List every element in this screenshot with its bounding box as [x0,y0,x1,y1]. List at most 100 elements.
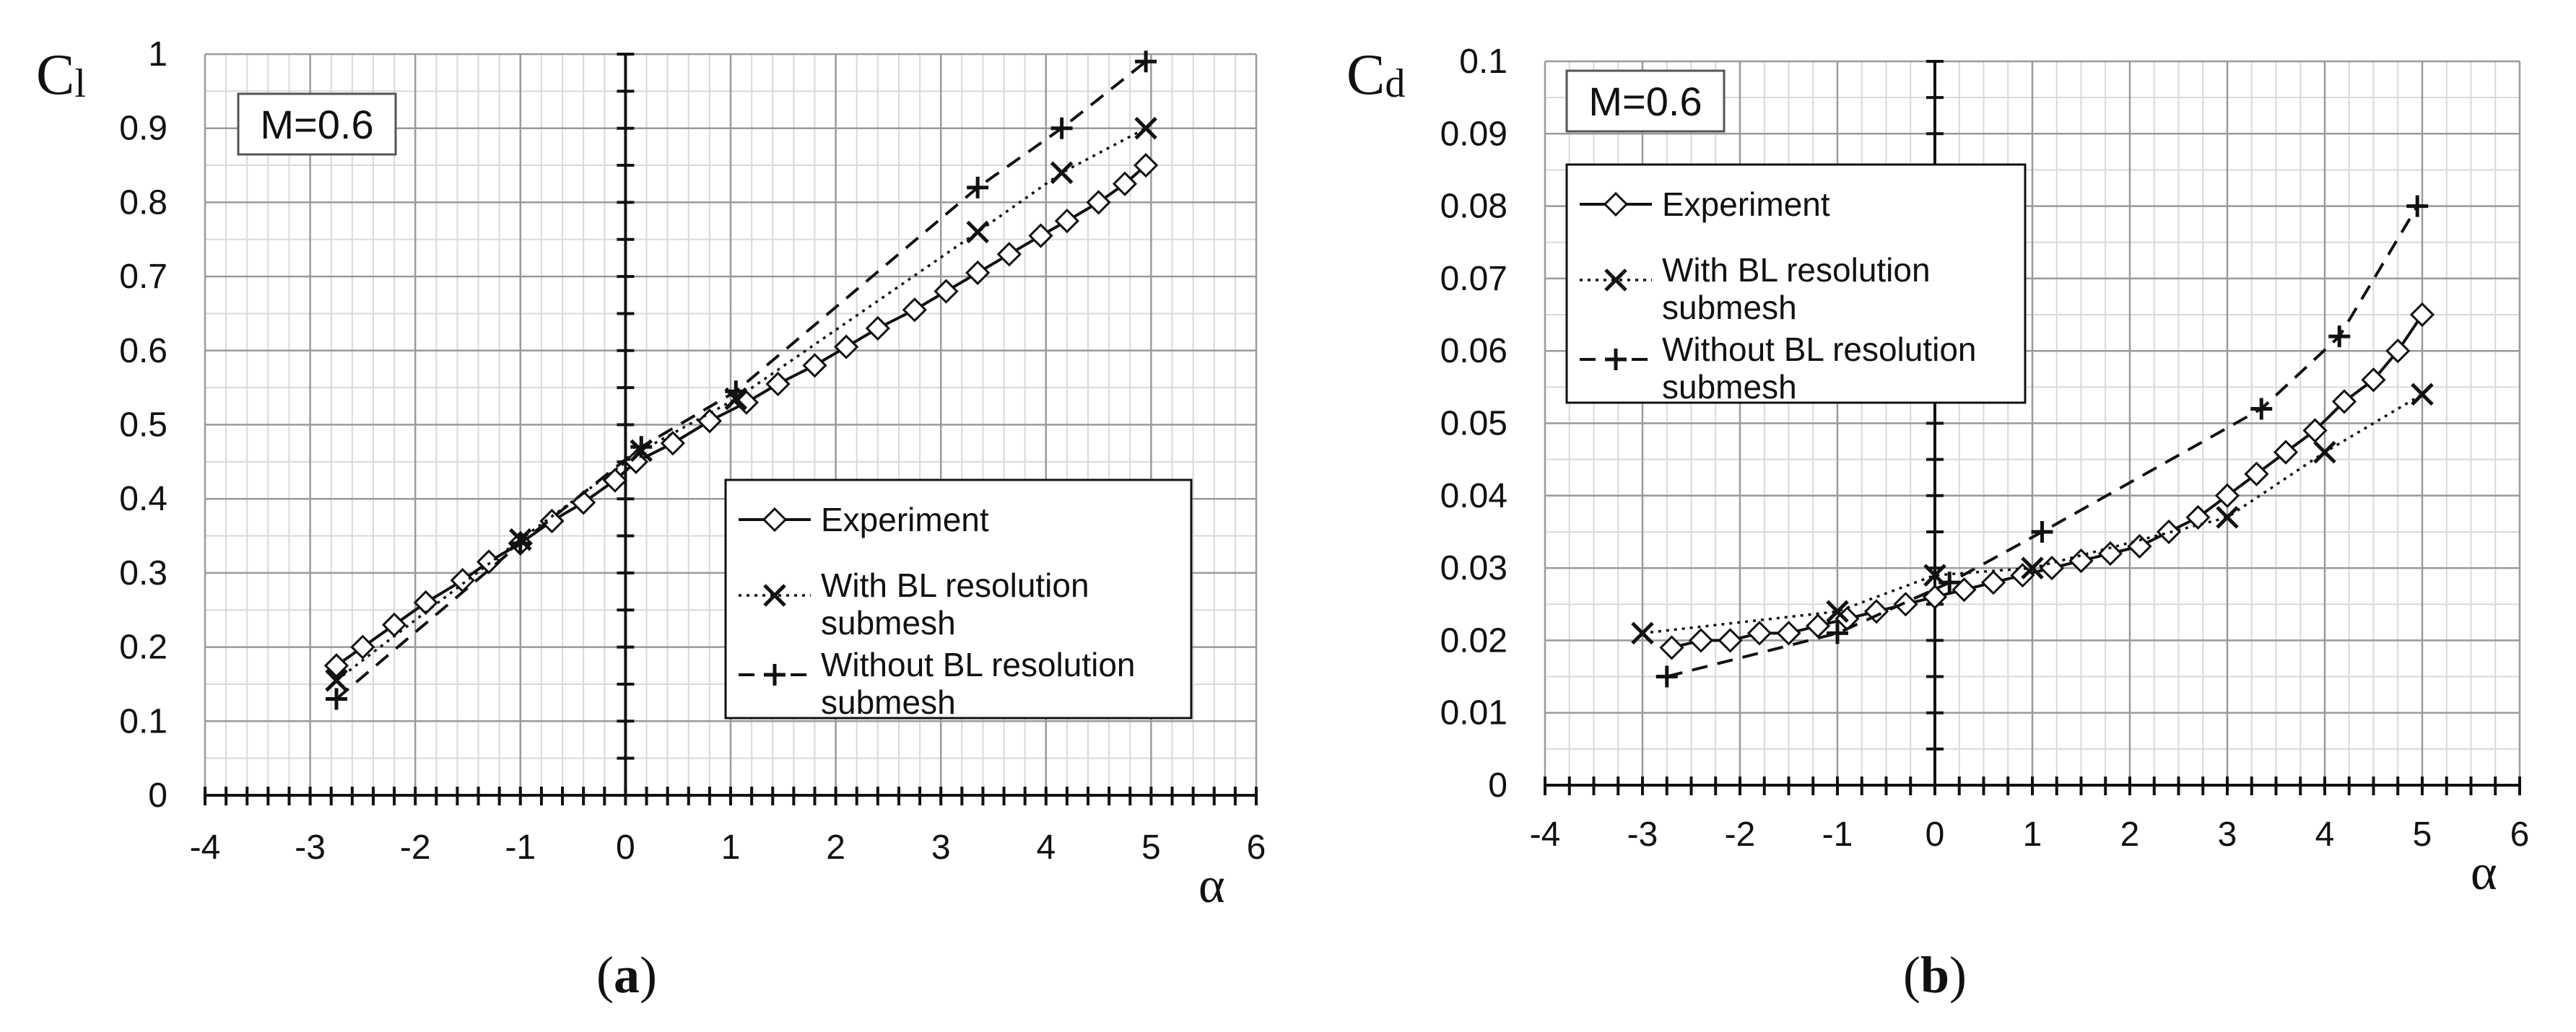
data-point-experiment [2185,504,2211,530]
x-tick-label: 1 [721,828,741,867]
y-tick-label: 0.7 [119,258,167,296]
data-point-experiment [1659,635,1684,660]
y-tick-label: 0.8 [119,183,167,222]
data-point-with-bl [1826,600,1849,624]
legend-marker-with-bl [1604,268,1627,292]
data-point-without-bl [967,176,989,198]
data-point-experiment [1805,613,1831,639]
x-tick-label: 4 [2315,815,2335,854]
x-tick-label: -3 [1627,815,1658,854]
data-point-experiment [2302,418,2328,443]
y-axis-label-main: C [36,43,74,107]
data-point-experiment [2385,338,2411,364]
legend-label-experiment: Experiment [1662,185,1830,223]
data-point-experiment [1776,621,1801,646]
legend-label-without-bl: submesh [1662,368,1797,406]
data-point-experiment [1951,577,1977,603]
x-tick-label: -1 [1822,815,1853,854]
annotation-text: M=0.6 [260,102,373,147]
x-tick-label: -4 [190,828,221,867]
y-tick-label: 0.2 [119,629,167,667]
y-tick-label: 0.05 [1440,405,1507,443]
x-tick-label: -2 [400,828,431,867]
data-point-experiment [1054,208,1080,234]
legend-label-without-bl: submesh [821,683,956,721]
data-point-experiment [1112,171,1138,196]
x-axis-label: α [1198,858,1225,914]
data-point-without-bl [2031,520,2053,543]
x-tick-label: 0 [616,828,635,867]
y-axis-label: Cd [1346,43,1405,107]
legend-marker-with-bl [763,584,786,607]
data-point-experiment [350,634,375,660]
annotation-box [237,92,397,156]
data-point-without-bl [509,532,531,554]
x-tick-label: 3 [931,828,951,867]
caption: (b) [1903,946,1967,1004]
x-tick-label: 2 [826,828,845,867]
y-tick-label: 0.1 [119,702,167,740]
legend-marker-experiment [1603,191,1629,217]
legend-label-experiment: Experiment [821,501,989,538]
caption: (a) [596,946,657,1004]
caption-paren: ( [596,946,614,1004]
data-point-with-bl [1631,621,1654,645]
data-point-with-bl [2021,556,2044,580]
x-tick-label: 0 [1926,815,1945,854]
data-point-with-bl [2216,506,2239,529]
data-point-experiment [2214,483,2240,508]
caption-paren: ) [1949,946,1967,1004]
y-tick-label: 0.06 [1440,332,1507,370]
legend-label-with-bl: With BL resolution [1662,251,1931,289]
y-tick-label: 0.04 [1440,477,1507,515]
data-point-experiment [1688,628,1714,653]
x-tick-label: 2 [2120,815,2140,854]
y-axis-label-subscript: d [1385,61,1405,106]
data-point-experiment [2156,519,2182,545]
x-tick-label: -1 [505,828,536,867]
data-point-with-bl [1134,116,1157,140]
data-point-without-bl [326,688,347,710]
legend-label-without-bl: Without BL resolution [1662,331,1977,368]
x-tick-label: 4 [1036,828,1056,867]
x-tick-label: 5 [2413,815,2432,854]
data-point-without-bl [630,436,653,458]
y-axis-label: Cl [36,43,86,107]
data-point-experiment [697,408,723,434]
data-point-with-bl [325,669,348,692]
y-tick-label: 0.4 [119,480,167,518]
data-point-without-bl [1050,117,1073,139]
data-point-experiment [2039,555,2065,581]
chart-b: -4 -3 -2 -1 0 1 2 3 4 5 6 0 0.01 0.02 0.03 0.04 0.05 0.06… [1346,43,2529,1004]
chart-a: -4 -3 -2 -1 0 1 2 3 4 5 6 0 0.1 0.2 0.3 0.4 0.5 0.6 0.7 0.8… [36,35,1266,1004]
data-point-experiment [765,371,791,397]
data-point-experiment [2409,302,2435,328]
caption-letter: a [614,946,640,1004]
data-point-experiment [1893,592,1918,617]
x-tick-label: 6 [1247,828,1266,867]
data-point-with-bl [1050,161,1074,185]
data-point-experiment [1086,190,1111,215]
data-point-experiment [323,653,349,678]
data-point-without-bl [2406,195,2429,217]
data-point-experiment [934,279,959,304]
data-point-experiment [2244,461,2269,486]
annotation-box [1565,69,1726,133]
y-axis-label-main: C [1346,43,1385,107]
data-point-experiment [2361,367,2386,393]
y-tick-label: 0.02 [1440,621,1507,660]
y-axis-label-subscript: l [74,61,86,106]
y-tick-label: 0.3 [119,554,167,592]
legend-label-with-bl: submesh [1662,289,1797,326]
x-axis-label: α [2471,845,2497,901]
data-point-with-bl [966,220,989,244]
x-tick-label: -2 [1725,815,1756,854]
data-point-experiment [1028,223,1053,248]
data-point-without-bl [1827,622,1848,644]
legend-label-with-bl: With BL resolution [821,567,1089,604]
caption-paren: ) [640,946,657,1004]
legend-label-without-bl: Without BL resolution [821,646,1136,683]
data-point-without-bl [725,380,747,403]
data-point-without-bl [2328,325,2351,348]
